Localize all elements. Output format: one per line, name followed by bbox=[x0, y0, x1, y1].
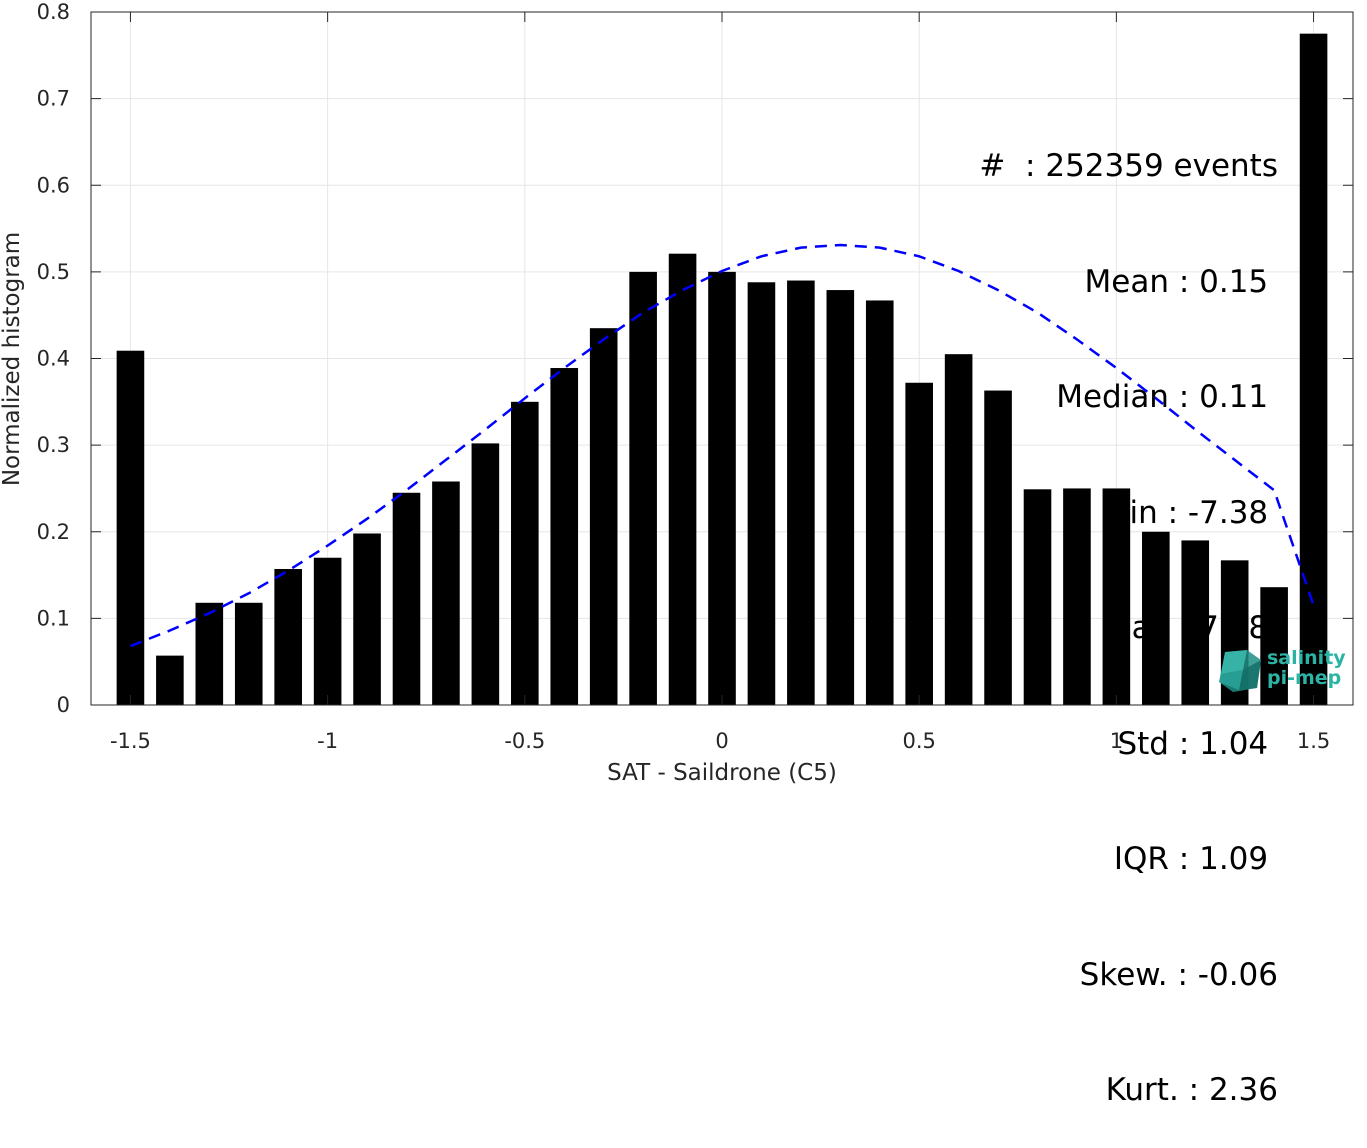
x-tick-label: -1.5 bbox=[110, 729, 151, 753]
histogram-bar bbox=[274, 568, 302, 705]
histogram-bar bbox=[865, 300, 894, 705]
histogram-bar bbox=[432, 481, 460, 705]
histogram-bar bbox=[984, 390, 1012, 705]
x-tick-label: 1 bbox=[1110, 729, 1123, 753]
y-axis-label: Normalized histogram bbox=[0, 232, 25, 486]
histogram-bar bbox=[1102, 488, 1131, 705]
histogram-bar bbox=[826, 290, 855, 705]
y-tick-label: 0.5 bbox=[37, 260, 70, 284]
histogram-bar bbox=[1260, 587, 1288, 705]
histogram-bar bbox=[944, 354, 973, 705]
histogram-bar bbox=[589, 328, 618, 705]
x-tick-label: -0.5 bbox=[504, 729, 545, 753]
x-tick-label: 1.5 bbox=[1297, 729, 1330, 753]
histogram-bar bbox=[905, 382, 933, 705]
histogram-bar bbox=[1181, 540, 1210, 705]
stat-kurt: Kurt. : 2.36 bbox=[1105, 1072, 1278, 1108]
histogram-bar bbox=[1142, 531, 1170, 705]
normal-fit-curve bbox=[129, 243, 1315, 648]
statistics-box: # : 252359 events Mean : 0.15 Median : 0… bbox=[979, 70, 1278, 1148]
y-tick-label: 0 bbox=[57, 693, 70, 717]
histogram-bar bbox=[550, 368, 579, 705]
stat-max: Max : 7.38 bbox=[1104, 610, 1278, 646]
histogram-bar bbox=[116, 350, 145, 705]
histogram-bar bbox=[511, 401, 539, 705]
stat-skew: Skew. : -0.06 bbox=[1079, 956, 1278, 993]
histogram-bar bbox=[668, 253, 697, 705]
axis-ticks bbox=[91, 11, 1353, 706]
y-tick-label: 0.1 bbox=[37, 606, 70, 630]
x-tick-label: -1 bbox=[317, 729, 338, 753]
y-tick-label: 0.4 bbox=[37, 347, 70, 371]
stat-std: Std : 1.04 bbox=[1117, 725, 1278, 762]
histogram-bars bbox=[116, 33, 1328, 705]
histogram-chart: -1.5 -1 -0.5 0 0.5 1 1.5 0 0.1 0.2 0.3 0.4 0.5 0.6 0.… bbox=[0, 0, 1354, 785]
logo-line2: pi-mep bbox=[1267, 667, 1342, 689]
logo-cube-icon bbox=[1219, 650, 1261, 692]
y-tick-label: 0.6 bbox=[37, 173, 70, 197]
stat-iqr: IQR : 1.09 bbox=[1113, 841, 1278, 877]
stat-mean: Mean : 0.15 bbox=[1084, 263, 1278, 300]
histogram-bar bbox=[313, 557, 342, 705]
x-tick-label: 0 bbox=[715, 729, 728, 753]
x-axis-label: SAT - Saildrone (C5) bbox=[607, 760, 837, 785]
salinity-pimep-logo: salinity pi-mep bbox=[1217, 647, 1347, 695]
y-tick-label: 0.7 bbox=[37, 87, 70, 111]
histogram-bar bbox=[156, 655, 184, 705]
stat-min: Min : -7.38 bbox=[1102, 494, 1278, 531]
y-tick-label: 0.2 bbox=[37, 520, 70, 544]
y-tick-labels: 0 0.1 0.2 0.3 0.4 0.5 0.6 0.7 0.8 bbox=[37, 0, 70, 717]
histogram-bar bbox=[708, 271, 736, 705]
histogram-bar bbox=[787, 280, 815, 705]
y-tick-label: 0.3 bbox=[37, 433, 70, 457]
histogram-bar bbox=[471, 443, 500, 705]
histogram-bar bbox=[195, 602, 224, 705]
histogram-bar bbox=[1023, 489, 1052, 705]
histogram-bar bbox=[1063, 488, 1091, 705]
y-tick-label: 0.8 bbox=[37, 0, 70, 24]
histogram-bar bbox=[747, 282, 776, 705]
histogram-bar bbox=[392, 492, 421, 705]
x-tick-labels: -1.5 -1 -0.5 0 0.5 1 1.5 bbox=[110, 729, 1330, 753]
histogram-bar bbox=[1299, 33, 1328, 705]
stat-median: Median : 0.11 bbox=[1056, 379, 1278, 415]
x-tick-label: 0.5 bbox=[902, 729, 935, 753]
stat-events: # : 252359 events bbox=[979, 148, 1278, 184]
histogram-bar bbox=[353, 533, 381, 705]
logo-line1: salinity bbox=[1267, 647, 1346, 669]
histogram-bar bbox=[629, 271, 657, 705]
histogram-bar bbox=[234, 602, 263, 705]
